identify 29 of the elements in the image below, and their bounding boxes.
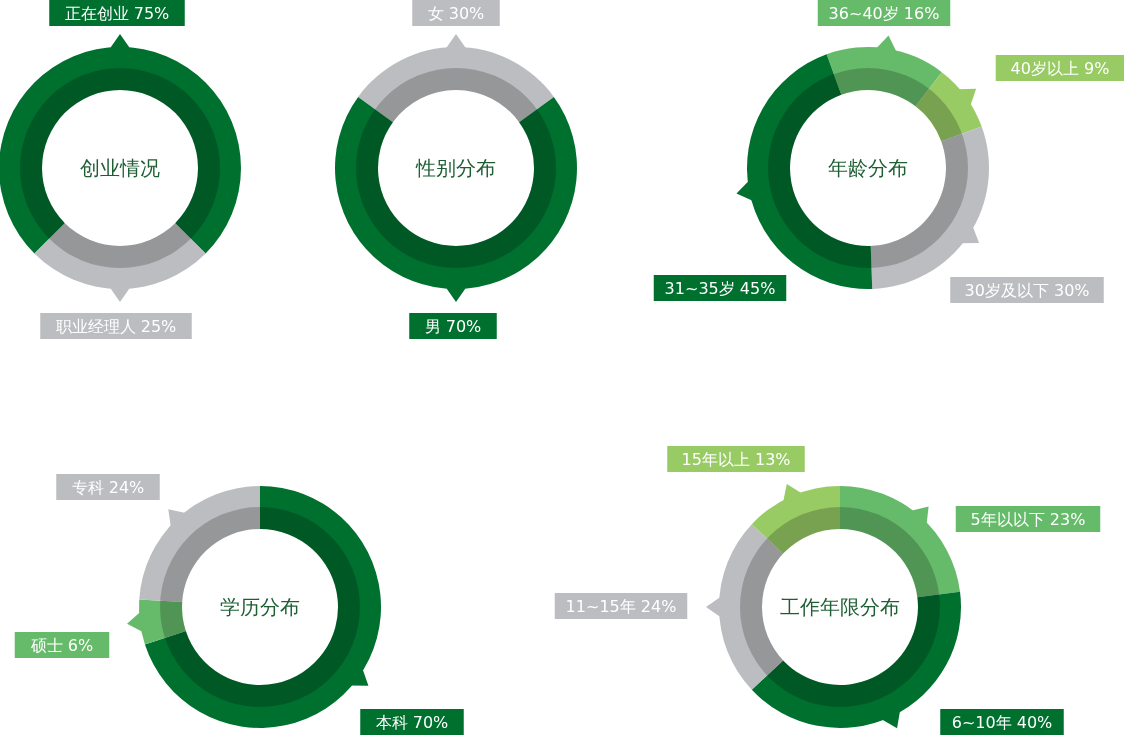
text: 学历分布 [220,595,300,619]
slice-label: 专科 24% [71,477,145,497]
donut-slice [0,47,241,254]
donut-slice [826,47,942,107]
slice-label: 5年以以下 23% [970,509,1086,529]
slice-label: 40岁以上 9% [1010,58,1110,78]
legend-label: 男 70% [424,316,482,336]
donut-slice [840,486,961,598]
slice-label: 硕士 6% [29,635,94,655]
text: 创业情况 [80,156,160,180]
text: 工作年限分布 [780,595,900,619]
slice-label: 31~35岁 45% [664,278,776,298]
slice-label: 6~10年 40% [951,712,1053,732]
donut-slice [915,72,982,142]
slice-label: 15年以上 13% [681,449,791,469]
slice-label: 女 30% [427,3,485,23]
legend-label: 职业经理人 25% [55,316,177,336]
legend-label: 11~15年 24% [565,596,677,616]
slice-label: 本科 70% [375,712,449,732]
text: 性别分布 [415,156,496,180]
donut-slice [34,223,206,289]
slice-label: 36~40岁 16% [828,3,940,23]
slice-label: 30岁及以下 30% [964,280,1090,300]
donut-slice [139,599,186,645]
slice-label: 正在创业 75% [64,3,170,23]
donut-slice [335,96,577,289]
donut-slice [751,486,840,554]
donut-slice [358,47,554,123]
text: 年龄分布 [828,156,908,180]
